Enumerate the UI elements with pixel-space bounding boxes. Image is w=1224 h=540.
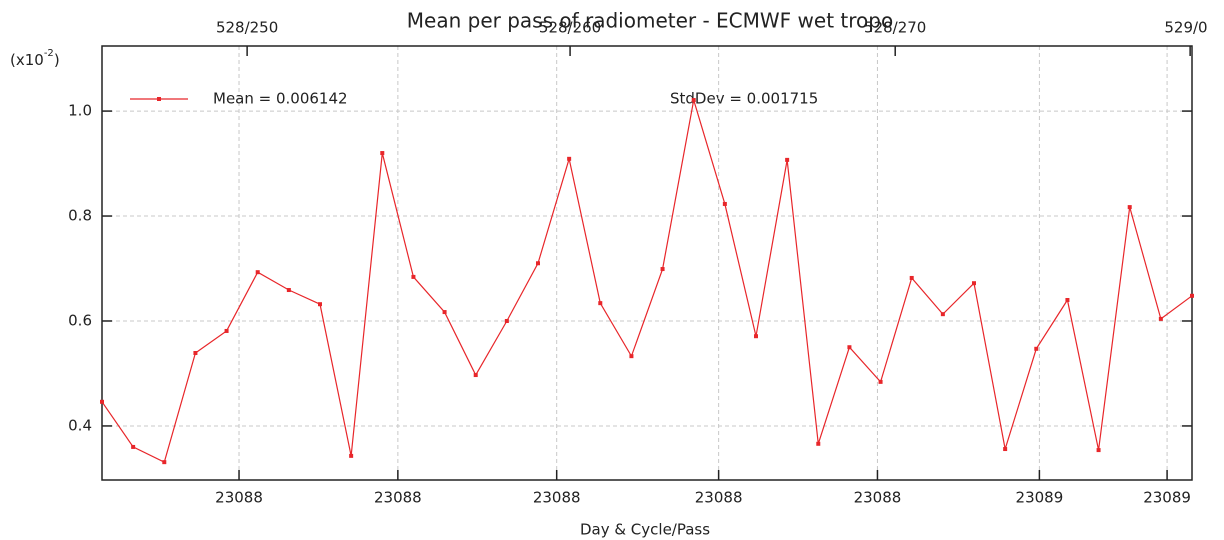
point bbox=[785, 157, 790, 162]
point bbox=[536, 261, 540, 266]
legend-marker bbox=[157, 97, 161, 101]
point bbox=[1127, 205, 1132, 210]
point bbox=[660, 267, 665, 272]
point bbox=[286, 288, 291, 293]
point bbox=[847, 345, 852, 350]
y-tick-label: 0.8 bbox=[68, 207, 92, 225]
annotation: StdDev = 0.001715 bbox=[670, 90, 818, 108]
x-tick-label: 23088 bbox=[533, 489, 581, 507]
point bbox=[754, 334, 758, 339]
x2-tick-label: 528/250 bbox=[216, 19, 278, 37]
x-tick-label: 23088 bbox=[215, 489, 263, 507]
point bbox=[349, 453, 354, 458]
point bbox=[972, 281, 976, 286]
point bbox=[598, 301, 603, 306]
x-axis-label: Day & Cycle/Pass bbox=[580, 521, 710, 539]
series-line bbox=[101, 99, 1193, 464]
point bbox=[1065, 297, 1070, 302]
point bbox=[193, 351, 198, 356]
point bbox=[567, 156, 572, 161]
x-tick-label: 23089 bbox=[1143, 489, 1191, 507]
multiplier-base: (x10 bbox=[10, 51, 44, 69]
point bbox=[1158, 316, 1163, 321]
multiplier: (x10-2) bbox=[10, 48, 60, 69]
point bbox=[224, 328, 229, 333]
point bbox=[442, 310, 447, 315]
plot-frame bbox=[101, 45, 1193, 481]
chart-title: Mean per pass of radiometer - ECMWF wet … bbox=[407, 9, 893, 33]
x-tick-label: 23088 bbox=[695, 489, 743, 507]
x2-tick-label: 529/0 bbox=[1164, 19, 1207, 37]
x2-tick-label: 528/260 bbox=[539, 19, 601, 37]
y-tick-label: 1.0 bbox=[68, 102, 92, 120]
point bbox=[1096, 448, 1101, 453]
x-tick-label: 23088 bbox=[854, 489, 902, 507]
point bbox=[940, 312, 945, 317]
point bbox=[909, 275, 914, 280]
x2-tick-label: 528/270 bbox=[864, 19, 926, 37]
point bbox=[411, 274, 416, 279]
point bbox=[162, 460, 167, 465]
point bbox=[380, 151, 385, 156]
y-tick-label: 0.6 bbox=[68, 311, 92, 329]
point bbox=[504, 318, 509, 323]
point bbox=[1034, 346, 1039, 351]
legend-label: Mean = 0.006142 bbox=[213, 90, 348, 108]
point bbox=[100, 399, 104, 404]
point bbox=[878, 379, 883, 384]
point bbox=[255, 270, 260, 275]
point bbox=[1003, 447, 1008, 452]
x-tick-label: 23089 bbox=[1016, 489, 1064, 507]
point bbox=[691, 98, 696, 103]
multiplier-exponent: -2 bbox=[44, 48, 54, 59]
point bbox=[318, 302, 322, 307]
point bbox=[629, 354, 634, 359]
point bbox=[1190, 293, 1194, 298]
point bbox=[131, 444, 136, 449]
multiplier-close: ) bbox=[54, 51, 60, 69]
point bbox=[473, 373, 478, 378]
y-tick-label: 0.4 bbox=[68, 416, 92, 434]
point bbox=[722, 201, 727, 206]
point bbox=[816, 441, 821, 446]
x-tick-label: 23088 bbox=[374, 489, 422, 507]
